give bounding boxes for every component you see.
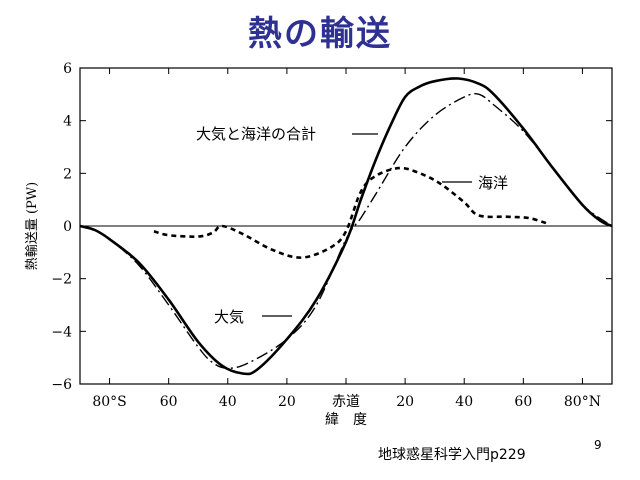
x-tick-label: 60 bbox=[160, 394, 178, 410]
slide-title: 熱の輸送 bbox=[248, 14, 392, 54]
plot-frame bbox=[79, 67, 613, 385]
x-axis-label: 緯 度 bbox=[325, 412, 367, 428]
annotation-atmosphere: 大気 bbox=[214, 308, 244, 326]
y-tick-label: 2 bbox=[63, 166, 72, 182]
x-tick-label: 60 bbox=[514, 394, 532, 410]
y-axis-label: 熱輸送量 (PW) bbox=[25, 182, 40, 270]
x-tick-label: 40 bbox=[219, 394, 237, 410]
y-tick-label: 4 bbox=[63, 114, 72, 130]
y-tick-label: 0 bbox=[63, 219, 72, 235]
annotation-total: 大気と海洋の合計 bbox=[196, 125, 316, 143]
source-citation: 地球惑星科学入門p229 bbox=[378, 447, 526, 463]
x-tick-label: 40 bbox=[455, 394, 473, 410]
series-group bbox=[79, 77, 613, 376]
y-tick-label: −4 bbox=[51, 324, 72, 340]
x-tick-label: 20 bbox=[396, 394, 414, 410]
heat-transport-chart: −6 −4 −2 0 2 4 6 80°S 60 40 20 赤道 20 40 60 80°N 緯 度 熱輸送量 … bbox=[25, 61, 613, 428]
axis-ticks: −6 −4 −2 0 2 4 6 80°S 60 40 20 赤道 20 40 60 80°N 緯 度 熱輸送量 … bbox=[25, 61, 612, 428]
y-tick-label: 6 bbox=[63, 61, 72, 77]
x-tick-label: 赤道 bbox=[332, 394, 360, 410]
y-tick-label: −6 bbox=[51, 377, 72, 393]
y-tick-label: −2 bbox=[51, 272, 72, 288]
annotation-ocean: 海洋 bbox=[478, 174, 508, 192]
x-tick-label: 80°N bbox=[564, 394, 601, 410]
x-tick-label: 80°S bbox=[92, 394, 126, 410]
x-tick-label: 20 bbox=[278, 394, 296, 410]
page-number: 9 bbox=[594, 438, 602, 452]
series-line-atmosphere bbox=[79, 92, 613, 369]
